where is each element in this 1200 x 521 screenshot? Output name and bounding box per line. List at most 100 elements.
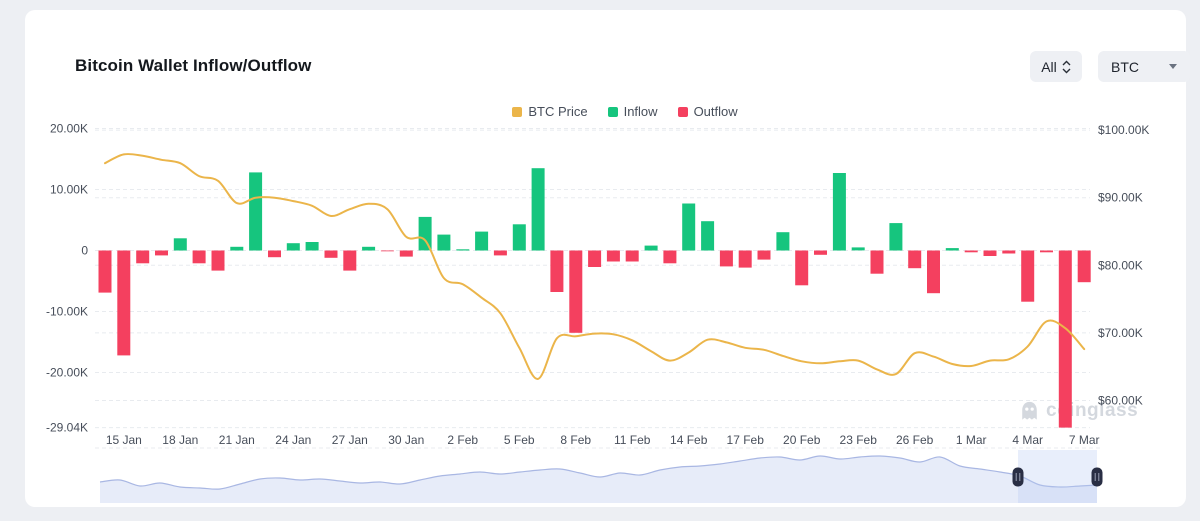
outflow-bar[interactable] [117, 250, 131, 356]
x-axis-label: 2 Feb [447, 433, 478, 447]
btc-price-swatch [512, 106, 523, 117]
inflow-bar[interactable] [418, 216, 432, 251]
x-axis-label: 14 Feb [670, 433, 708, 447]
legend-label: Outflow [693, 104, 738, 119]
navigator-line [99, 455, 1098, 490]
outflow-swatch [677, 106, 688, 117]
outflow-bar[interactable] [324, 250, 338, 258]
left-axis-label: -29.04K [46, 421, 88, 435]
outflow-bar[interactable] [1058, 250, 1072, 428]
outflow-bar[interactable] [625, 250, 639, 262]
inflow-bar[interactable] [305, 242, 319, 251]
inflow-bar[interactable] [945, 248, 959, 251]
right-axis-label: $100.00K [1098, 123, 1149, 137]
inflow-bar[interactable] [456, 249, 470, 251]
inflow-bar[interactable] [889, 223, 903, 251]
x-axis-label: 5 Feb [504, 433, 535, 447]
outflow-bar[interactable] [155, 250, 168, 256]
outflow-bar[interactable] [795, 250, 809, 286]
outflow-bar[interactable] [211, 250, 225, 271]
inflow-bar[interactable] [173, 238, 187, 251]
outflow-bar[interactable] [588, 250, 602, 268]
outflow-bar[interactable] [1040, 250, 1053, 253]
inflow-bar[interactable] [851, 247, 865, 251]
inflow-bar[interactable] [286, 243, 300, 251]
btc-price-line[interactable] [104, 152, 1086, 380]
chevron-down-icon [1169, 64, 1177, 69]
up-down-chevrons-icon [1062, 60, 1071, 73]
left-axis-label: 20.00K [50, 122, 88, 136]
x-axis-label: 23 Feb [840, 433, 878, 447]
legend-item-btc-price[interactable]: BTC Price [512, 104, 588, 119]
outflow-bar[interactable] [964, 250, 978, 253]
outflow-bar[interactable] [380, 250, 394, 252]
outflow-bar[interactable] [983, 250, 997, 257]
asset-selector-dropdown[interactable]: BTC [1098, 51, 1190, 82]
inflow-bar[interactable] [832, 173, 846, 251]
outflow-bar[interactable] [870, 250, 884, 274]
outflow-bar[interactable] [1077, 250, 1091, 283]
outflow-bar[interactable] [268, 250, 281, 258]
x-axis-label: 26 Feb [896, 433, 934, 447]
inflow-bar[interactable] [362, 246, 376, 251]
x-axis-label: 18 Jan [162, 433, 198, 447]
outflow-bar[interactable] [738, 250, 752, 268]
x-axis-label: 17 Feb [727, 433, 765, 447]
inflow-bar[interactable] [249, 172, 263, 251]
inflow-bar[interactable] [682, 203, 696, 251]
outflow-bar[interactable] [98, 250, 112, 293]
outflow-bar[interactable] [192, 250, 206, 264]
outflow-bar[interactable] [399, 250, 413, 257]
outflow-bar[interactable] [1002, 250, 1016, 254]
inflow-bar[interactable] [230, 246, 244, 251]
inflow-bar[interactable] [437, 234, 451, 251]
range-selector-value: All [1041, 58, 1057, 75]
right-axis-label: $60.00K [1098, 394, 1143, 408]
page-title: Bitcoin Wallet Inflow/Outflow [75, 56, 312, 75]
inflow-bar[interactable] [644, 245, 658, 251]
range-selector-dropdown[interactable]: All [1030, 51, 1082, 82]
legend-label: BTC Price [528, 104, 588, 119]
outflow-bar[interactable] [908, 250, 922, 269]
outflow-bar[interactable] [719, 250, 733, 267]
outflow-bar[interactable] [927, 250, 940, 294]
right-axis-label: $80.00K [1098, 258, 1143, 272]
legend-item-outflow[interactable]: Outflow [677, 104, 738, 119]
navigator-handle-left[interactable] [1012, 467, 1024, 487]
outflow-bar[interactable] [1021, 250, 1035, 302]
inflow-bar[interactable] [531, 168, 545, 251]
x-axis-label: 1 Mar [956, 433, 987, 447]
x-axis-label: 8 Feb [560, 433, 591, 447]
x-axis-label: 30 Jan [388, 433, 424, 447]
outflow-bar[interactable] [550, 250, 564, 293]
left-axis-label: -10.00K [46, 305, 88, 319]
coinglass-ghost-icon [1022, 401, 1037, 420]
right-axis-label: $70.00K [1098, 326, 1143, 340]
right-axis-label: $90.00K [1098, 191, 1143, 205]
outflow-bar[interactable] [136, 250, 150, 264]
navigator-selection[interactable] [1018, 450, 1097, 503]
outflow-bar[interactable] [814, 250, 827, 255]
legend-item-inflow[interactable]: Inflow [607, 104, 658, 119]
outflow-bar[interactable] [757, 250, 771, 260]
inflow-bar[interactable] [512, 224, 526, 251]
x-axis-label: 21 Jan [219, 433, 255, 447]
asset-selector-value: BTC [1111, 58, 1139, 75]
x-axis-label: 27 Jan [332, 433, 368, 447]
navigator-handle-right[interactable] [1091, 467, 1103, 487]
inflow-bar[interactable] [701, 221, 715, 251]
outflow-bar[interactable] [606, 250, 620, 262]
navigator-area[interactable] [100, 455, 1097, 503]
inflow-bar[interactable] [776, 232, 790, 251]
inflow-bar[interactable] [475, 231, 489, 251]
outflow-bar[interactable] [343, 250, 357, 271]
outflow-bar[interactable] [569, 250, 583, 333]
left-axis-label: 0 [81, 244, 88, 258]
inflow-swatch [607, 106, 618, 117]
outflow-bar[interactable] [493, 250, 507, 256]
left-axis-label: -20.00K [46, 366, 88, 380]
legend-label: Inflow [623, 104, 658, 119]
outflow-bar[interactable] [663, 250, 677, 264]
x-axis-label: 7 Mar [1069, 433, 1100, 447]
